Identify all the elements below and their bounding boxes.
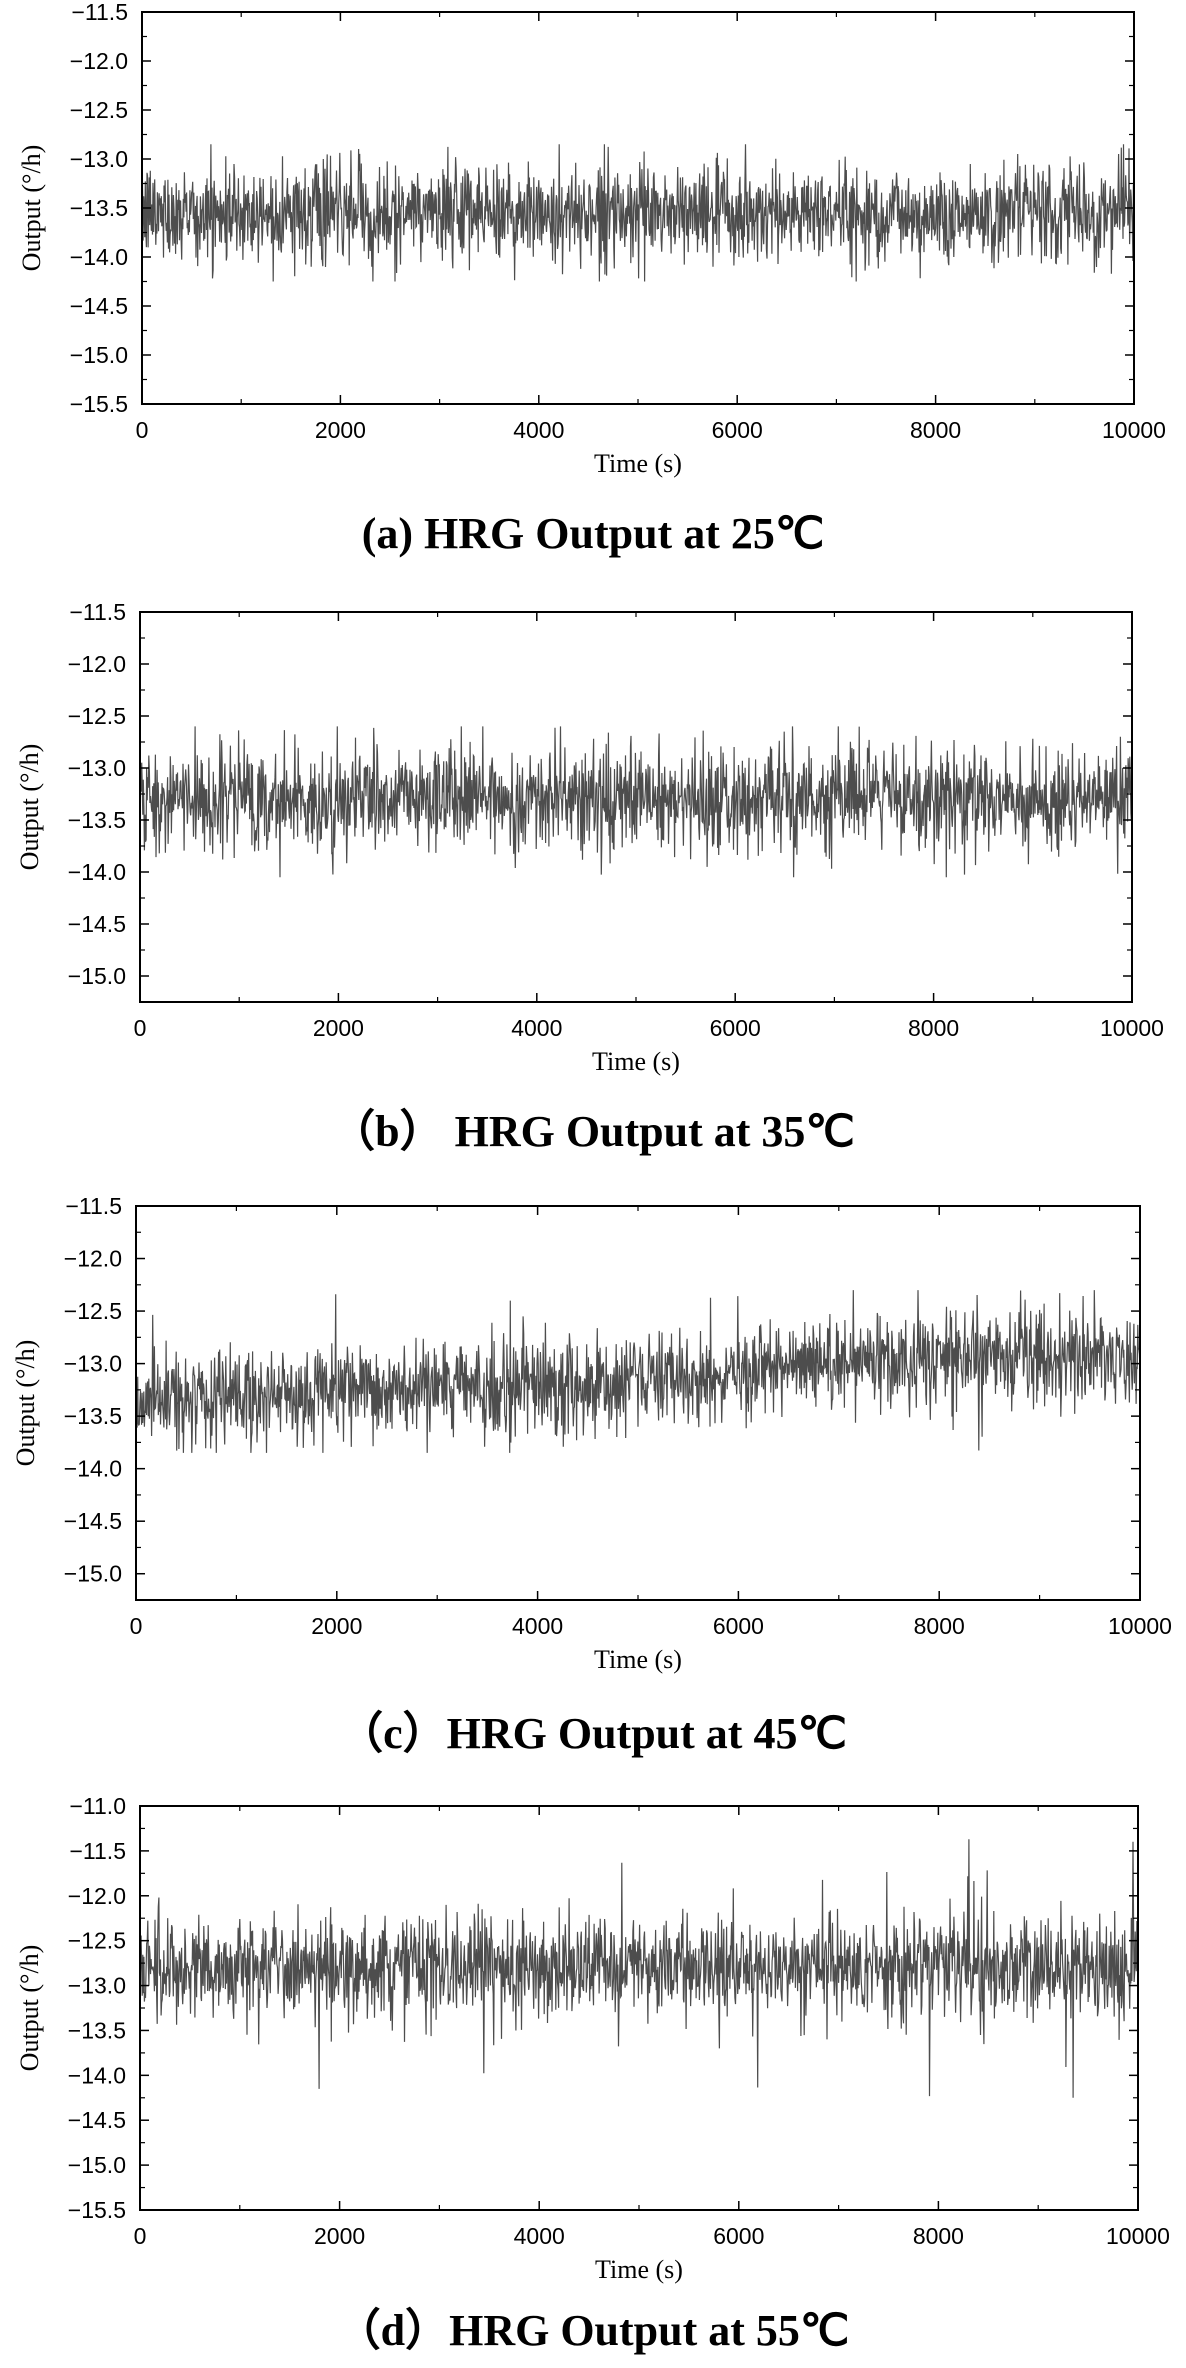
y-tick-label: −12.0 [68, 1883, 126, 1909]
y-tick-label: −15.0 [70, 342, 128, 368]
y-tick-label: −13.5 [68, 2017, 126, 2043]
x-tick-label: 2000 [311, 1613, 362, 1639]
y-tick-label: −12.0 [64, 1246, 122, 1272]
x-tick-label: 6000 [712, 417, 763, 443]
series-line [139, 726, 1133, 878]
x-tick-label: 10000 [1106, 2223, 1170, 2249]
x-tick-label: 8000 [908, 1015, 959, 1041]
y-tick-label: −14.0 [64, 1456, 122, 1482]
x-axis-label: Time (s) [594, 449, 682, 478]
y-tick-label: −15.0 [68, 963, 126, 989]
x-tick-label: 10000 [1100, 1015, 1164, 1041]
y-tick-label: −14.0 [68, 859, 126, 885]
y-tick-label: −12.5 [68, 703, 126, 729]
panel-caption: （d）HRG Output at 55℃ [337, 2306, 850, 2355]
x-tick-label: 8000 [913, 2223, 964, 2249]
y-tick-label: −13.5 [70, 195, 128, 221]
x-tick-label: 8000 [914, 1613, 965, 1639]
chart-panel-d: 0 2000 4000 6000 8000 10000 −11.0 −11.5 −12.0 −12… [15, 1793, 1170, 2355]
series-line [139, 1839, 1139, 2098]
y-tick-label: −11.5 [70, 1838, 127, 1864]
panel-caption: （c）HRG Output at 45℃ [339, 1709, 847, 1758]
y-tick-label: −15.0 [68, 2152, 126, 2178]
y-tick-label: −12.5 [70, 97, 128, 123]
y-tick-label: −15.5 [68, 2197, 126, 2223]
y-tick-label: −13.0 [68, 755, 126, 781]
x-axis-label: Time (s) [594, 1645, 682, 1674]
panel-caption: (a) HRG Output at 25℃ [362, 509, 825, 558]
y-tick-label: −12.0 [68, 651, 126, 677]
x-tick-label: 0 [134, 2223, 147, 2249]
y-tick-label: −14.5 [70, 293, 128, 319]
series-line [135, 1290, 1141, 1453]
y-tick-label: −13.5 [64, 1403, 122, 1429]
y-axis-label: Output (°/h) [17, 145, 46, 272]
plot-frame [139, 1805, 1139, 2211]
y-tick-label: −14.5 [68, 2107, 126, 2133]
y-tick-label: −11.5 [66, 1193, 123, 1219]
x-tick-label: 4000 [514, 2223, 565, 2249]
chart-panel-c: 0 2000 4000 6000 8000 10000 −11.5 −12.0 −12.5 −13… [11, 1193, 1172, 1758]
y-tick-label: −12.5 [68, 1928, 126, 1954]
y-tick-label: −13.0 [70, 146, 128, 172]
y-tick-label: −14.0 [70, 244, 128, 270]
x-tick-label: 2000 [313, 1015, 364, 1041]
chart-panel-a: 0 2000 4000 6000 8000 10000 −11.5 −12.0 −12.5 −13… [17, 0, 1166, 558]
y-tick-label: −14.5 [68, 911, 126, 937]
y-tick-label: −14.0 [68, 2062, 126, 2088]
y-tick-label: −13.0 [68, 1973, 126, 1999]
y-tick-label: −12.0 [70, 48, 128, 74]
y-tick-label: −11.5 [70, 599, 127, 625]
x-tick-label: 6000 [713, 2223, 764, 2249]
x-tick-label: 8000 [910, 417, 961, 443]
x-tick-label: 4000 [511, 1015, 562, 1041]
y-tick-label: −13.0 [64, 1351, 122, 1377]
y-axis-label: Output (°/h) [15, 1945, 44, 2072]
x-tick-label: 0 [130, 1613, 143, 1639]
y-tick-label: −13.5 [68, 807, 126, 833]
y-tick-label: −11.5 [72, 0, 129, 25]
x-tick-label: 0 [134, 1015, 147, 1041]
panel-caption: （b） HRG Output at 35℃ [331, 1107, 855, 1156]
y-tick-label: −15.0 [64, 1561, 122, 1587]
series-line [141, 144, 1135, 282]
chart-panel-b: 0 2000 4000 6000 8000 10000 −11.5 −12.0 −12.5 −13… [15, 599, 1164, 1156]
x-axis-label: Time (s) [595, 2255, 683, 2284]
x-tick-label: 4000 [513, 417, 564, 443]
x-tick-label: 6000 [713, 1613, 764, 1639]
y-tick-label: −11.0 [70, 1793, 127, 1819]
y-tick-label: −15.5 [70, 391, 128, 417]
y-tick-label: −14.5 [64, 1508, 122, 1534]
x-axis-label: Time (s) [592, 1047, 680, 1076]
x-tick-label: 6000 [710, 1015, 761, 1041]
y-axis-label: Output (°/h) [15, 744, 44, 871]
y-tick-label: −12.5 [64, 1298, 122, 1324]
y-axis-label: Output (°/h) [11, 1340, 40, 1467]
x-tick-label: 10000 [1108, 1613, 1172, 1639]
x-tick-label: 0 [136, 417, 149, 443]
x-tick-label: 2000 [315, 417, 366, 443]
x-tick-label: 4000 [512, 1613, 563, 1639]
x-tick-label: 10000 [1102, 417, 1166, 443]
x-tick-label: 2000 [314, 2223, 365, 2249]
